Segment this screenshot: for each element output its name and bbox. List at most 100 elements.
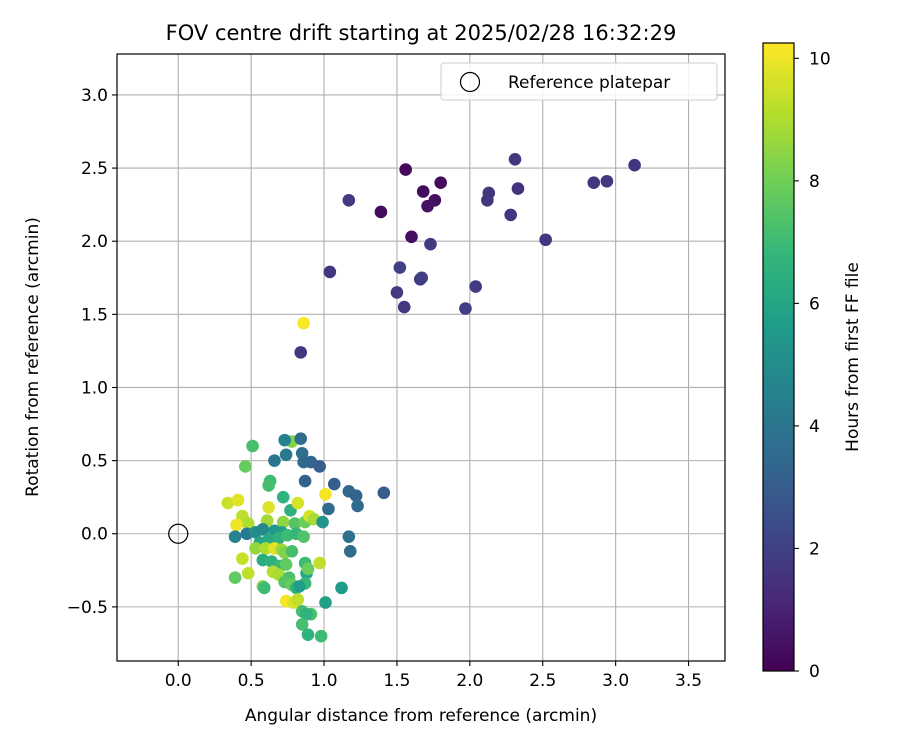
x-tick-label: 2.0 <box>456 671 483 691</box>
colorbar: 0 2 4 6 8 10 Hours from first FF file <box>762 42 863 682</box>
data-point <box>313 460 326 473</box>
data-point <box>228 530 242 543</box>
legend-marker-open-circle-icon <box>459 71 481 93</box>
data-point <box>628 158 641 172</box>
data-point <box>249 542 262 555</box>
colorbar-label: Hours from first FF file <box>843 262 863 452</box>
data-point <box>351 499 364 513</box>
x-tick-label: 3.5 <box>675 671 702 691</box>
data-point <box>600 174 614 188</box>
data-point <box>319 487 332 501</box>
y-axis-ticks: −0.5 0.0 0.5 1.0 1.5 2.0 2.5 3.0 <box>67 86 117 618</box>
colorbar-tick-label: 6 <box>809 294 820 314</box>
data-point <box>301 628 315 641</box>
data-point <box>288 517 302 530</box>
data-point <box>469 280 482 293</box>
data-point <box>285 545 299 558</box>
data-point <box>294 432 308 445</box>
data-point <box>377 486 391 500</box>
x-tick-label: 3.0 <box>602 671 629 691</box>
data-point <box>276 515 290 529</box>
data-point <box>327 477 341 491</box>
data-point <box>221 496 235 510</box>
data-point <box>390 286 404 299</box>
colorbar-gradient <box>762 42 795 672</box>
data-point <box>316 515 329 529</box>
data-point <box>511 182 525 195</box>
data-point <box>294 346 308 359</box>
data-point <box>279 558 293 571</box>
x-tick-label: 2.5 <box>529 671 556 691</box>
x-axis-ticks: 0.0 0.5 1.0 1.5 2.0 2.5 3.0 3.5 <box>165 661 702 691</box>
data-point <box>415 271 429 285</box>
data-point <box>239 460 252 473</box>
data-point <box>539 233 552 247</box>
data-point <box>504 208 517 222</box>
data-point <box>295 618 309 631</box>
reference-point-marker <box>168 523 189 544</box>
data-point <box>291 496 305 510</box>
data-point <box>257 581 271 595</box>
colorbar-tick-label: 0 <box>809 662 820 682</box>
data-point <box>393 261 407 274</box>
data-point <box>434 176 447 190</box>
y-tick-label: 0.0 <box>81 525 108 545</box>
data-point <box>322 502 335 516</box>
y-tick-label: 2.0 <box>81 232 108 252</box>
data-point <box>292 580 306 593</box>
data-point <box>323 265 337 279</box>
chart-title: FOV centre drift starting at 2025/02/28 … <box>166 21 677 45</box>
x-tick-label: 1.5 <box>383 671 410 691</box>
data-point <box>256 523 270 536</box>
data-point <box>301 562 315 576</box>
plot-frame <box>116 53 726 662</box>
data-point <box>236 552 249 565</box>
y-tick-label: 1.5 <box>81 305 108 325</box>
data-point <box>421 199 434 213</box>
data-point <box>424 237 437 251</box>
data-point <box>319 596 332 609</box>
colorbar-tick-label: 2 <box>809 539 820 559</box>
data-point <box>397 300 411 314</box>
data-point <box>278 433 291 447</box>
y-tick-label: 0.5 <box>81 452 108 472</box>
data-point <box>268 454 281 467</box>
data-point <box>482 186 496 200</box>
y-tick-label: 3.0 <box>81 86 108 106</box>
data-point <box>300 607 313 621</box>
data-point <box>587 176 601 190</box>
y-tick-label: −0.5 <box>67 598 108 618</box>
y-tick-label: 2.5 <box>81 159 108 179</box>
data-point <box>343 545 357 558</box>
data-point <box>342 530 356 543</box>
colorbar-tick-label: 8 <box>809 172 820 192</box>
data-point <box>279 448 293 462</box>
data-point <box>297 530 310 543</box>
data-point <box>259 542 273 555</box>
data-point <box>262 479 275 492</box>
reference-marker <box>168 523 189 544</box>
legend: Reference platepar <box>440 62 718 101</box>
data-point <box>298 474 312 488</box>
data-point <box>231 493 245 507</box>
data-point <box>374 205 388 219</box>
data-point <box>313 556 326 570</box>
x-tick-label: 0.0 <box>165 671 192 691</box>
x-tick-label: 0.5 <box>238 671 265 691</box>
colorbar-tick-label: 10 <box>809 49 831 69</box>
data-point <box>262 501 275 514</box>
data-point <box>399 163 412 176</box>
y-tick-label: 1.0 <box>81 378 108 398</box>
data-point <box>276 490 290 504</box>
data-point <box>416 185 430 198</box>
data-point <box>246 439 259 453</box>
legend-box <box>440 62 718 101</box>
data-point <box>349 489 363 503</box>
data-point <box>297 316 310 330</box>
data-point <box>228 571 242 584</box>
legend-label: Reference platepar <box>508 73 670 93</box>
data-point <box>230 518 243 532</box>
data-point <box>508 153 522 166</box>
data-point <box>291 593 305 606</box>
colorbar-ticks: 0 2 4 6 8 10 <box>794 49 831 682</box>
